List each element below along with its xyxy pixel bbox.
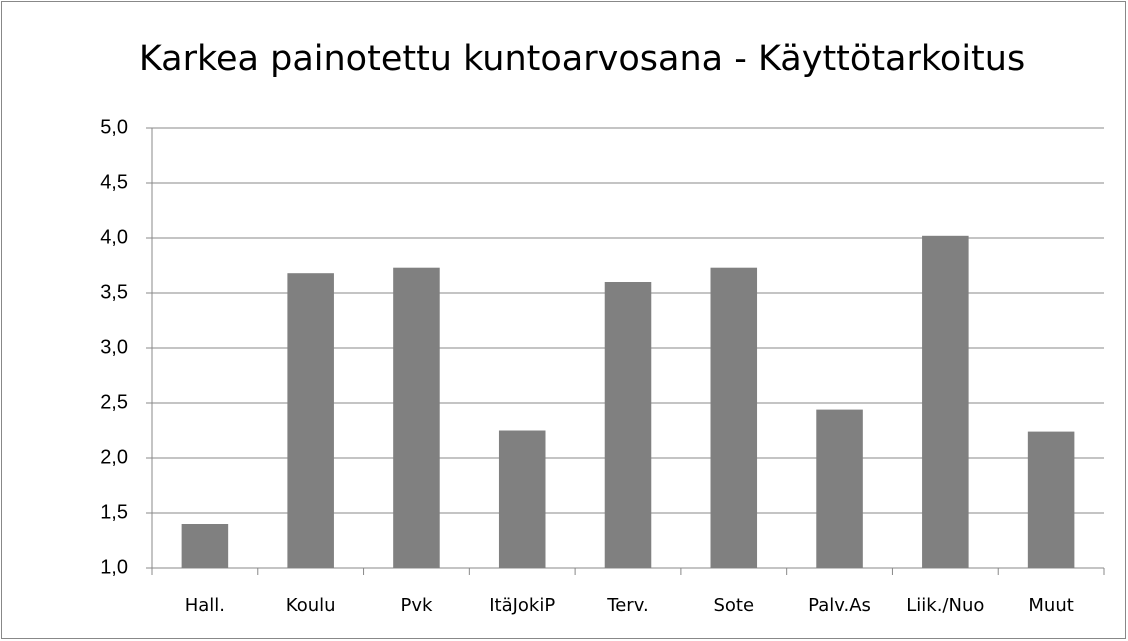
bar bbox=[393, 267, 440, 568]
bar bbox=[1027, 431, 1075, 568]
y-tick-label: 5,0 bbox=[100, 116, 128, 138]
y-tick-label: 1,0 bbox=[100, 556, 128, 578]
x-tick-label: Palv.As bbox=[808, 595, 871, 616]
x-tick-label: Koulu bbox=[286, 595, 336, 616]
y-tick-label: 2,5 bbox=[100, 391, 128, 413]
y-tick-label: 3,5 bbox=[100, 281, 128, 303]
chart-title: Karkea painotettu kuntoarvosana - Käyttö… bbox=[139, 39, 1025, 79]
y-tick-label: 4,5 bbox=[100, 171, 128, 193]
y-tick-label: 1,5 bbox=[100, 501, 128, 523]
bar bbox=[604, 282, 652, 568]
x-tick-label: Terv. bbox=[606, 595, 648, 616]
x-tick-label: Pvk bbox=[400, 595, 433, 616]
y-tick-label: 2,0 bbox=[100, 446, 128, 468]
x-tick-label: Muut bbox=[1028, 595, 1073, 616]
y-tick-label: 3,0 bbox=[100, 336, 128, 358]
bar bbox=[922, 235, 969, 569]
y-tick-label: 4,0 bbox=[100, 226, 128, 248]
bar bbox=[710, 267, 758, 568]
bar bbox=[181, 524, 229, 568]
bar bbox=[498, 430, 546, 568]
bar bbox=[816, 409, 863, 568]
x-tick-label: Liik./Nuo bbox=[906, 595, 984, 616]
x-tick-label: Hall. bbox=[185, 595, 225, 616]
bar bbox=[287, 273, 334, 568]
x-tick-label: ItäJokiP bbox=[489, 595, 555, 616]
x-tick-label: Sote bbox=[713, 595, 754, 616]
